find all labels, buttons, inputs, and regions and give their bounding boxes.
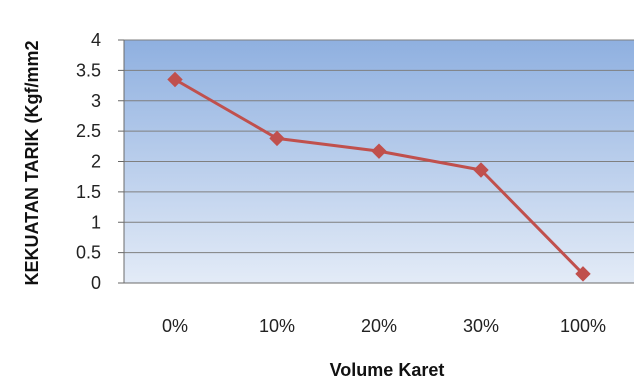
- gridlines: [118, 39, 634, 284]
- x-tick-label: 100%: [560, 316, 606, 336]
- x-tick-label: 20%: [361, 316, 397, 336]
- data-point-2: [371, 143, 387, 159]
- y-tick-label: 0.5: [76, 243, 101, 263]
- series-group: [167, 71, 591, 282]
- x-axis-tick-labels: 0% 10% 20% 30% 100%: [162, 316, 606, 336]
- y-axis-tick-labels: 0 0.5 1 1.5 2 2.5 3 3.5 4: [76, 30, 101, 293]
- y-tick-label: 3.5: [76, 60, 101, 80]
- y-tick-label: 1: [91, 212, 101, 232]
- y-tick-label: 1.5: [76, 182, 101, 202]
- x-tick-label: 0%: [162, 316, 188, 336]
- data-point-1: [269, 130, 285, 147]
- y-axis-title: KEKUATAN TARIK (Kgf/mm2: [22, 41, 42, 286]
- y-tick-label: 3: [91, 91, 101, 111]
- data-point-3: [473, 162, 489, 178]
- y-tick-label: 0: [91, 273, 101, 293]
- data-point-0: [167, 71, 183, 88]
- x-tick-label: 30%: [463, 316, 499, 336]
- y-tick-label: 2: [91, 152, 101, 172]
- data-point-4: [575, 266, 591, 282]
- x-tick-label: 10%: [259, 316, 295, 336]
- y-tick-label: 2.5: [76, 121, 101, 141]
- x-axis-title: Volume Karet: [330, 360, 445, 380]
- y-tick-label: 4: [91, 30, 101, 50]
